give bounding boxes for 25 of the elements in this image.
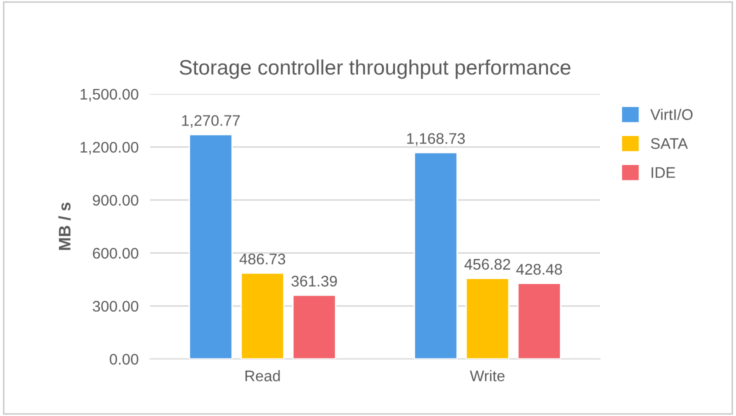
chart-title: Storage controller throughput performance: [180, 59, 570, 79]
data-label: 1,168.73: [407, 133, 465, 146]
bar: [414, 152, 458, 359]
bar: [292, 294, 336, 359]
x-tick-label: Write: [470, 370, 505, 382]
data-label: 486.73: [239, 254, 286, 264]
bar: [517, 282, 562, 359]
legend-label: SATA: [650, 138, 688, 149]
y-tick-label: 1,200.00: [80, 142, 138, 154]
legend-label: IDE: [652, 167, 676, 178]
data-label: 1,270.77: [182, 115, 240, 128]
bar: [240, 272, 285, 359]
bar: [465, 278, 510, 359]
y-tick-label: 300.00: [92, 300, 138, 312]
y-axis-title: MB / s: [58, 202, 71, 250]
legend-label: VirtI/O: [650, 108, 693, 120]
y-tick-label: 1,500.00: [80, 88, 138, 102]
y-tick-label: 0.00: [110, 354, 138, 365]
x-tick-label: Read: [245, 370, 280, 382]
data-label: 428.48: [516, 264, 562, 275]
data-label: 456.82: [464, 258, 510, 270]
bar: [188, 134, 233, 359]
data-label: 361.39: [291, 276, 337, 287]
y-tick-label: 600.00: [92, 248, 138, 259]
y-tick-label: 900.00: [92, 194, 138, 206]
